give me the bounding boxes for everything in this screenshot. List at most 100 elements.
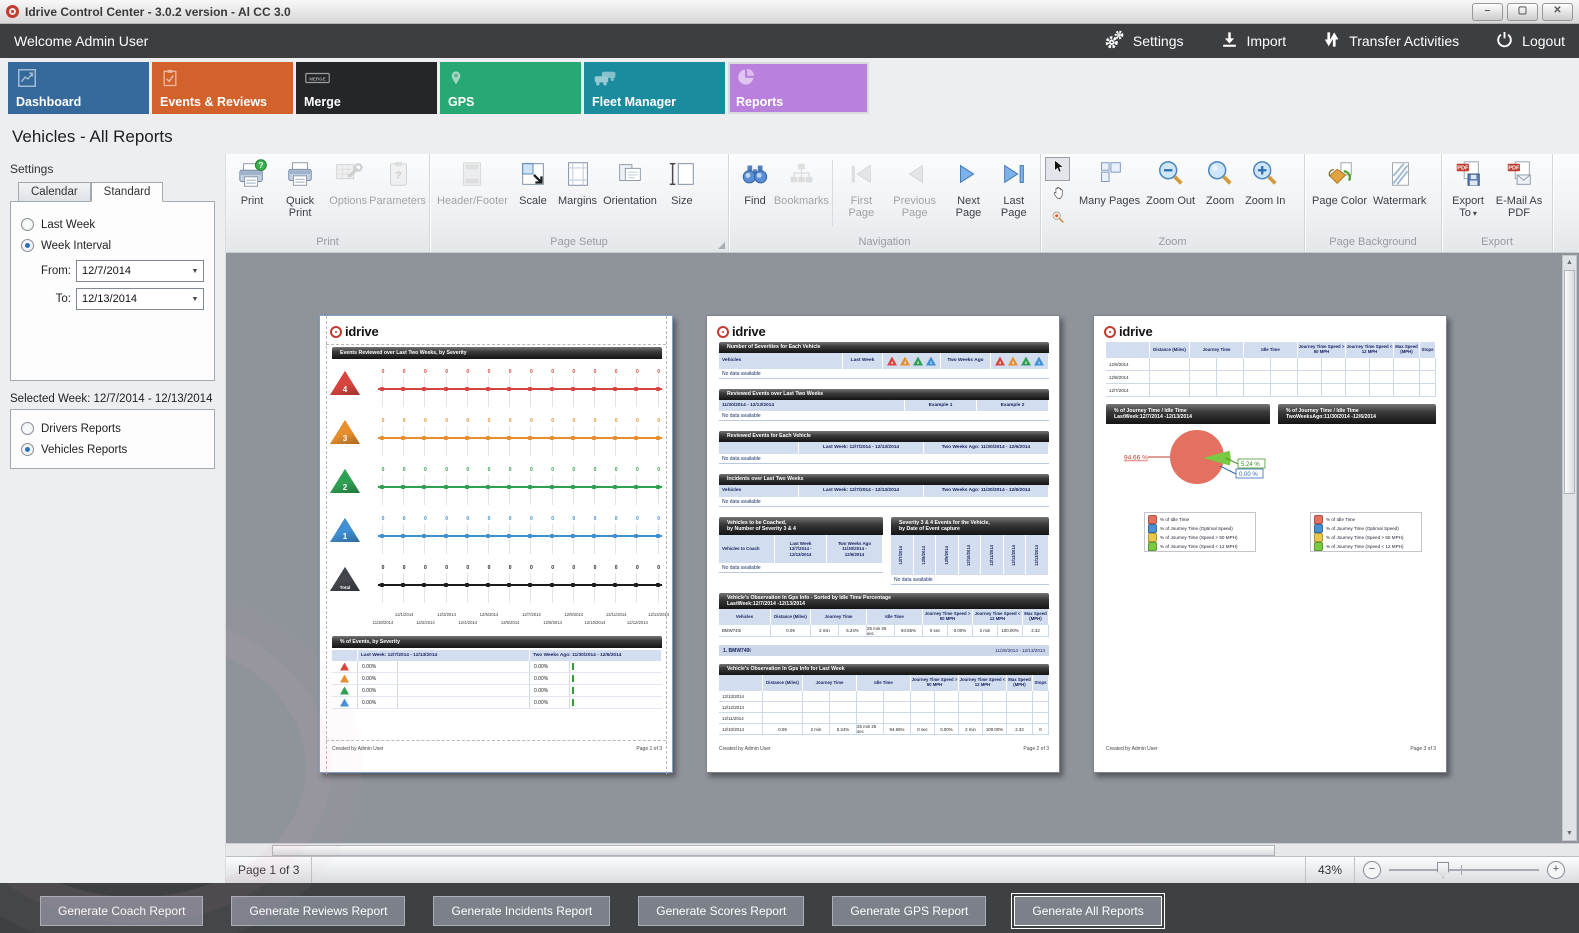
header-cell: Journey Time Speed > 50 MPH	[1298, 342, 1346, 358]
printer-question-icon: ?	[237, 159, 267, 192]
data-point	[401, 533, 406, 538]
vertical-scrollbar-thumb[interactable]	[1564, 270, 1575, 494]
horizontal-scrollbar[interactable]	[226, 843, 1579, 856]
tab-standard[interactable]: Standard	[90, 182, 164, 202]
status-bar: Page 1 of 3 43% − +	[226, 856, 1579, 883]
gridline	[594, 524, 595, 554]
generate-gps-report-button[interactable]: Generate GPS Report	[832, 895, 987, 926]
many-pages-button[interactable]: Many Pages	[1076, 157, 1143, 231]
table-cell	[1298, 384, 1322, 396]
quick-print-button[interactable]: Quick Print	[274, 157, 326, 231]
zoom-slider[interactable]	[1389, 862, 1539, 878]
severity-triangle-1: 1	[1034, 356, 1044, 366]
generate-incidents-report-button[interactable]: Generate Incidents Report	[433, 895, 611, 926]
zoom-out-button[interactable]: −	[1363, 861, 1381, 879]
radio-week-interval[interactable]: Week Interval	[21, 239, 204, 252]
transfer-activities-button[interactable]: Transfer Activities	[1322, 30, 1459, 52]
radio-last-week[interactable]: Last Week	[21, 218, 204, 231]
watermark-button[interactable]: Watermark	[1370, 157, 1429, 231]
dialog-launcher-icon[interactable]	[718, 242, 725, 249]
print-button[interactable]: ? Print	[230, 157, 274, 231]
tab-merge[interactable]: MERGE Merge	[296, 62, 437, 114]
maximize-button[interactable]: ▢	[1507, 2, 1538, 21]
generate-coach-report-button[interactable]: Generate Coach Report	[40, 895, 204, 926]
table-cell	[884, 713, 911, 723]
gridline	[403, 573, 405, 603]
scroll-down-icon[interactable]: ▼	[1566, 830, 1573, 837]
zoom-button[interactable]: Zoom	[1198, 157, 1242, 231]
svg-text:PDF: PDF	[1508, 166, 1520, 172]
next-page-button[interactable]: Next Page	[945, 157, 991, 231]
generate-scores-report-button[interactable]: Generate Scores Report	[638, 895, 805, 926]
logo-target-icon	[1104, 325, 1116, 338]
size-button[interactable]: Size	[660, 157, 704, 231]
page-color-button[interactable]: Page Color	[1309, 157, 1370, 231]
tab-fleet-manager[interactable]: Fleet Manager	[584, 62, 725, 114]
hand-tool-button[interactable]	[1045, 182, 1070, 206]
vertical-scrollbar[interactable]: ▲ ▼	[1562, 255, 1577, 841]
horizontal-scrollbar-thumb[interactable]	[272, 845, 1276, 856]
gridline	[488, 426, 489, 456]
zoom-in-button[interactable]: Zoom In	[1242, 157, 1288, 231]
close-button[interactable]: ✕	[1542, 2, 1573, 21]
data-point	[592, 386, 596, 391]
chevron-down-icon[interactable]: ▼	[191, 267, 199, 275]
table-cell	[1271, 371, 1298, 383]
data-point	[549, 435, 554, 440]
tab-dashboard[interactable]: Dashboard	[8, 62, 149, 114]
gridline	[466, 524, 468, 554]
last-page-button[interactable]: Last Page	[991, 157, 1036, 231]
settings-label: Settings	[1132, 33, 1184, 49]
margins-button[interactable]: Margins	[555, 157, 600, 231]
minimize-button[interactable]: –	[1472, 2, 1503, 21]
find-button[interactable]: Find	[733, 157, 777, 231]
table-cell: 5.24%	[839, 625, 867, 636]
import-label: Import	[1246, 33, 1287, 49]
header-cell	[1106, 342, 1150, 358]
zoom-out-button[interactable]: Zoom Out	[1143, 157, 1198, 231]
data-point	[549, 484, 554, 489]
tab-events-reviews[interactable]: Events & Reviews	[152, 62, 293, 114]
scroll-up-icon[interactable]: ▲	[1566, 259, 1573, 266]
tab-gps[interactable]: GPS	[440, 62, 581, 114]
vehicle-name: 1. BMW740i	[723, 647, 751, 654]
import-button[interactable]: Import	[1220, 30, 1287, 52]
severity-triangle-3: 3	[330, 420, 360, 444]
gridline	[403, 426, 405, 456]
export-to-button[interactable]: PDF Export To ▾	[1446, 157, 1490, 231]
generate-all-reports-button[interactable]: Generate All Reports	[1011, 892, 1165, 929]
radio-label: Week Interval	[41, 239, 112, 252]
module-tabs: Dashboard Events & Reviews MERGE Merge GPS Fl…	[0, 58, 1579, 120]
settings-button[interactable]: Settings	[1103, 29, 1184, 54]
pointer-tool-button[interactable]	[1045, 157, 1070, 181]
logo-text: idrive	[1119, 324, 1153, 339]
e-mail-as-pdf-button[interactable]: PDF E-Mail As PDF	[1490, 157, 1548, 231]
zoom-in-button[interactable]: +	[1547, 861, 1565, 879]
radio-vehicles-reports[interactable]: Vehicles Reports	[21, 443, 204, 456]
scale-button[interactable]: Scale	[511, 157, 555, 231]
chevron-down-icon[interactable]: ▼	[191, 295, 199, 303]
margins-icon	[563, 159, 593, 192]
data-point	[380, 386, 384, 391]
severity-icon-cell	[332, 661, 358, 672]
table-header-row: Vehicles to Coach Last Week 12/7/2014 - 1…	[719, 535, 883, 563]
pointer-icon	[1049, 158, 1066, 180]
to-date-dropdown[interactable]: 12/13/2014 ▼	[76, 288, 204, 310]
from-date-dropdown[interactable]: 12/7/2014 ▼	[76, 260, 204, 282]
zoom-slider-thumb[interactable]	[1437, 862, 1449, 878]
no-data-row: No data available	[719, 454, 1049, 464]
data-point	[549, 386, 554, 391]
tab-reports[interactable]: Reports	[728, 62, 869, 114]
radio-drivers-reports[interactable]: Drivers Reports	[21, 422, 204, 435]
table-row: 12/7/2014	[1106, 384, 1436, 397]
header-cell: 11/30/2014 - 12/13/2014	[719, 400, 905, 411]
generate-reviews-report-button[interactable]: Generate Reviews Report	[231, 895, 406, 926]
magnifier-tool-button[interactable]	[1045, 207, 1070, 231]
orientation-button[interactable]: Orientation	[600, 157, 660, 231]
logout-button[interactable]: Logout	[1495, 30, 1565, 52]
header-cell: Two Weeks Ago: 11/30/2014 - 12/6/2014	[530, 650, 662, 661]
table-cell	[1370, 358, 1394, 370]
gridline	[636, 524, 638, 554]
tab-calendar[interactable]: Calendar	[18, 182, 91, 202]
data-value-label: 0	[466, 516, 470, 522]
